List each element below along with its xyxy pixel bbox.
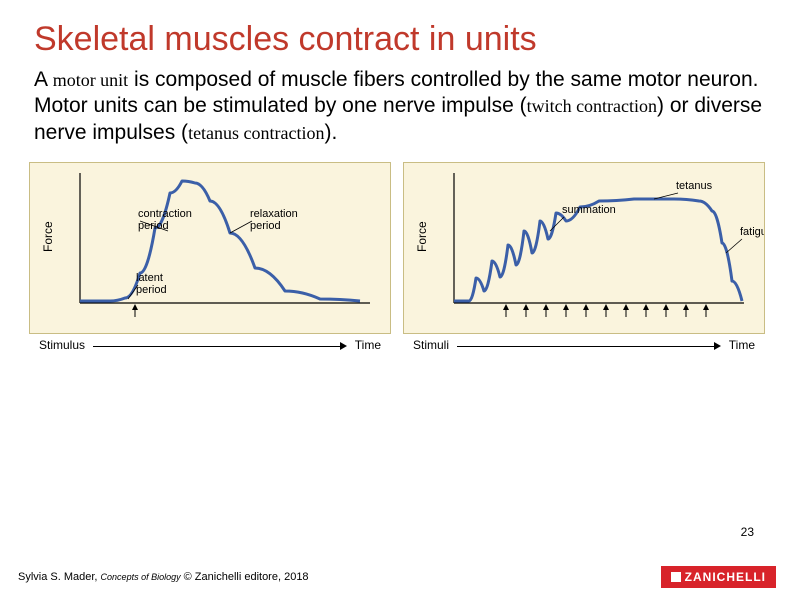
- svg-text:latent: latent: [136, 272, 163, 284]
- charts-row: Forcecontractionperiodrelaxationperiodla…: [0, 146, 794, 352]
- logo-icon: [671, 572, 681, 582]
- term-twitch: twitch contraction: [527, 96, 657, 116]
- svg-text:fatigue: fatigue: [740, 226, 764, 238]
- publisher-logo: ZANICHELLI: [661, 566, 776, 588]
- chart-left-under: Stimulus Time: [29, 334, 391, 352]
- body-paragraph: A motor unit is composed of muscle fiber…: [0, 67, 794, 146]
- chart-left-wrap: Forcecontractionperiodrelaxationperiodla…: [29, 162, 391, 352]
- chart-right: Force summation tetanus fatigue: [404, 163, 764, 333]
- footer: Sylvia S. Mader, Concepts of Biology © Z…: [0, 559, 794, 595]
- svg-text:tetanus: tetanus: [676, 180, 713, 192]
- term-motor-unit: motor unit: [53, 70, 129, 90]
- footer-author: Sylvia S. Mader,: [18, 571, 101, 583]
- chart-right-under: Stimuli Time: [403, 334, 765, 352]
- svg-text:summation: summation: [562, 204, 616, 216]
- svg-text:relaxation: relaxation: [250, 208, 298, 220]
- svg-text:period: period: [136, 284, 167, 296]
- chart-left: Forcecontractionperiodrelaxationperiodla…: [30, 163, 390, 333]
- svg-text:Force: Force: [415, 221, 429, 252]
- term-tetanus: tetanus contraction: [188, 123, 324, 143]
- svg-text:period: period: [250, 220, 281, 232]
- chart-left-xright: Time: [355, 338, 381, 352]
- footer-citation: Sylvia S. Mader, Concepts of Biology © Z…: [18, 571, 309, 583]
- logo-text: ZANICHELLI: [685, 570, 766, 584]
- p-seg-6: ).: [325, 121, 338, 144]
- svg-text:contraction: contraction: [138, 208, 192, 220]
- footer-book: Concepts of Biology: [101, 572, 181, 582]
- chart-right-panel: Force summation tetanus fatigue: [403, 162, 765, 334]
- title-text: Skeletal muscles contract in units: [34, 20, 537, 58]
- svg-text:period: period: [138, 220, 169, 232]
- chart-left-panel: Forcecontractionperiodrelaxationperiodla…: [29, 162, 391, 334]
- page-number: 23: [741, 525, 754, 539]
- chart-right-wrap: Force summation tetanus fatigue Stimuli Tim…: [403, 162, 765, 352]
- p-seg-0: A: [34, 68, 53, 91]
- chart-right-xright: Time: [729, 338, 755, 352]
- footer-rest: © Zanichelli editore, 2018: [181, 571, 309, 583]
- chart-right-xleft: Stimuli: [413, 338, 449, 352]
- svg-text:Force: Force: [41, 221, 55, 252]
- chart-left-xleft: Stimulus: [39, 338, 85, 352]
- page-title: Skeletal muscles contract in units: [0, 0, 794, 67]
